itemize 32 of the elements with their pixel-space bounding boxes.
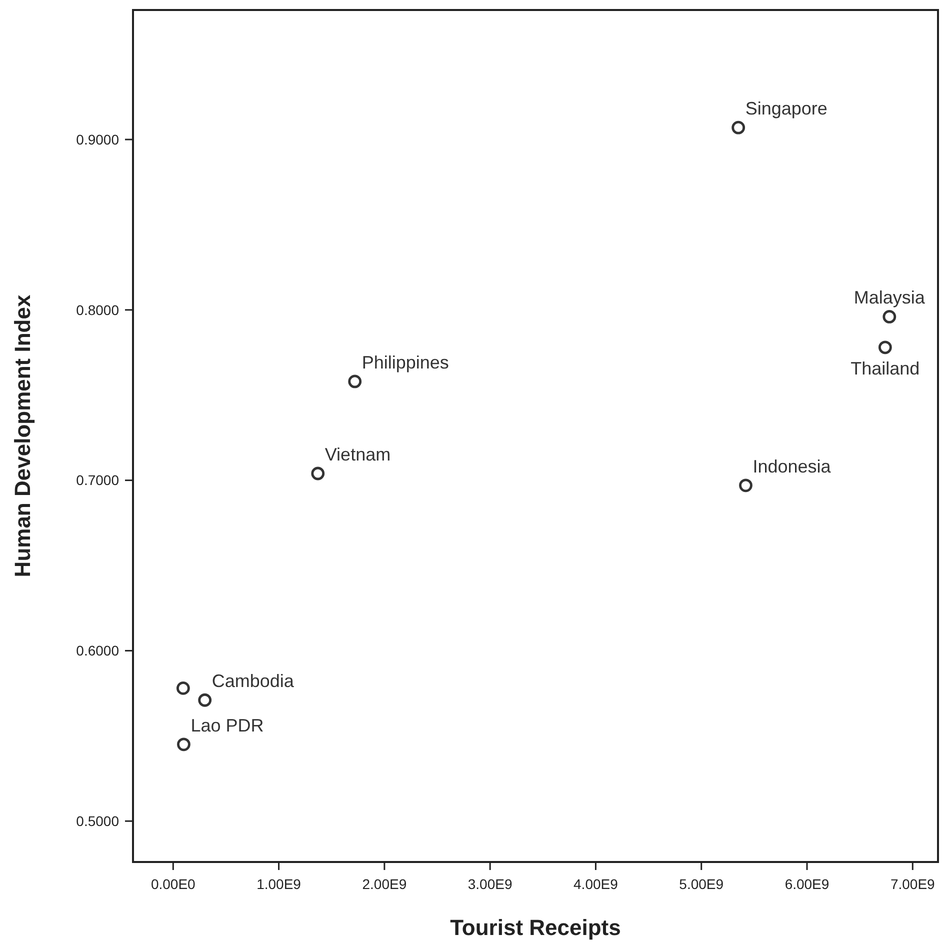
point [176, 681, 190, 695]
point [882, 310, 896, 324]
point [311, 466, 325, 480]
annotation: Lao PDR [190, 715, 264, 736]
annotation: Philippines [362, 352, 449, 372]
y-tick-label: 0.9000 [76, 131, 120, 148]
x-tick-label: 5.00E9 [679, 876, 724, 892]
x-tick-label: 0.00E0 [150, 876, 196, 892]
annotation: Malaysia [854, 288, 926, 308]
point [878, 340, 892, 354]
x-axis-title: Tourist Receipts [450, 915, 621, 940]
point [348, 374, 362, 388]
annotation: Singapore [745, 98, 828, 119]
y-tick-label: 0.7000 [76, 472, 120, 488]
y-tick-label: 0.8000 [76, 302, 120, 318]
y-tick-label: 0.6000 [76, 642, 120, 659]
x-tick-label: 7.00E9 [890, 876, 936, 892]
annotation: Thailand [850, 358, 920, 378]
annotation: Cambodia [212, 671, 295, 692]
annotation: Indonesia [752, 456, 832, 476]
point [198, 693, 212, 707]
annotation: Vietnam [324, 444, 391, 464]
point [739, 478, 752, 492]
point [732, 120, 746, 134]
x-tick-label: 6.00E9 [784, 876, 830, 892]
x-tick-label: 2.00E9 [362, 876, 407, 892]
x-tick-label: 1.00E9 [256, 876, 302, 892]
x-tick-label: 3.00E9 [468, 876, 512, 892]
y-tick-label: 0.5000 [76, 813, 120, 830]
y-axis-title: Human Development Index [10, 294, 35, 578]
x-tick-label: 4.00E9 [574, 876, 618, 892]
point [177, 738, 190, 752]
